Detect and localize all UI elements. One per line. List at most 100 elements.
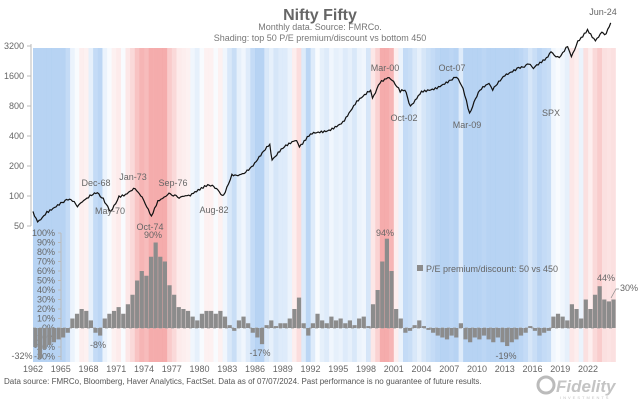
premium-bar: [495, 328, 500, 338]
premium-bar: [542, 328, 547, 333]
x-tick-label: 1971: [106, 364, 126, 374]
premium-bar: [509, 328, 514, 343]
premium-bar: [144, 275, 149, 328]
shading-band: [366, 48, 371, 362]
premium-bar: [324, 323, 329, 328]
shading-band: [134, 48, 140, 362]
premium-bar: [107, 313, 112, 328]
shading-band: [523, 48, 528, 362]
premium-bar: [213, 313, 218, 328]
shading-band: [472, 48, 478, 362]
shading-band: [278, 48, 283, 362]
x-tick-label: 1980: [189, 364, 209, 374]
shading-band: [546, 48, 552, 362]
shading-band: [379, 48, 385, 362]
premium-bar: [121, 313, 126, 328]
premium-bar: [79, 309, 84, 328]
premium-bar: [246, 323, 251, 328]
premium-bar: [431, 328, 436, 333]
shading-band: [430, 48, 436, 362]
premium-bar: [287, 318, 292, 328]
shading-band: [190, 48, 195, 362]
premium-bar: [306, 328, 311, 336]
premium-bar: [315, 313, 320, 328]
premium-bar: [269, 320, 274, 328]
shading-band: [486, 48, 491, 362]
premium-bar: [65, 328, 70, 333]
shading-band: [162, 48, 168, 362]
shading-band: [333, 48, 339, 362]
premium-y-tick-label: 80%: [37, 247, 55, 257]
shading-band: [273, 48, 279, 362]
shading-band: [592, 48, 598, 362]
premium-bar: [61, 328, 66, 338]
premium-bar: [320, 320, 325, 328]
premium-bar: [343, 323, 348, 328]
shading-band: [218, 48, 223, 362]
premium-bar: [555, 313, 561, 328]
shading-band: [79, 48, 84, 362]
shading-band: [583, 48, 589, 362]
shading-band: [375, 48, 380, 362]
premium-bar: [278, 323, 283, 328]
shading-band: [208, 48, 214, 362]
premium-bar: [560, 316, 565, 328]
premium-y-tick-label: 70%: [37, 257, 55, 267]
premium-bar: [597, 286, 602, 328]
shading-band: [241, 48, 246, 362]
premium-bar: [37, 328, 43, 359]
shading-band: [319, 48, 325, 362]
premium-bar: [333, 320, 339, 328]
shading-band: [537, 48, 542, 362]
shading-band: [606, 48, 612, 362]
shading-band: [495, 48, 501, 362]
premium-bar: [449, 328, 454, 336]
shading-band: [426, 48, 431, 362]
shading-band: [444, 48, 450, 362]
premium-bar: [204, 310, 209, 328]
annotation-oct-74: Oct-74: [136, 222, 163, 232]
footer-source: Data source: FMRCo, Bloomberg, Haver Ana…: [4, 377, 482, 386]
shading-band: [407, 48, 413, 362]
shading-band: [204, 48, 209, 362]
premium-bar: [273, 326, 278, 328]
premium-y-tick-label: -30%: [34, 352, 55, 362]
shading-band: [231, 48, 237, 362]
shading-band: [490, 48, 496, 362]
premium-bar: [292, 309, 297, 328]
shading-band: [500, 48, 505, 362]
shading-band: [315, 48, 320, 362]
shading-band: [338, 48, 343, 362]
premium-bar: [185, 310, 191, 328]
shading-band: [458, 48, 464, 362]
premium-bar: [283, 323, 288, 328]
premium-y-tick-label: 50%: [37, 276, 55, 286]
premium-bar: [412, 325, 417, 328]
shading-band: [514, 48, 519, 362]
shading-band: [287, 48, 293, 362]
premium-bar: [98, 328, 103, 336]
annotation-leader-line: [610, 288, 619, 299]
premium-y-tick-label: 60%: [37, 266, 55, 276]
premium-bar: [523, 328, 528, 333]
shading-band: [107, 48, 112, 362]
premium-bar: [162, 261, 167, 328]
premium-bar: [394, 309, 399, 328]
premium-bar: [546, 328, 551, 331]
shading-band: [564, 48, 570, 362]
shading-band: [532, 48, 538, 362]
shading-band: [222, 48, 228, 362]
premium-bar: [33, 328, 38, 347]
shading-band: [611, 48, 616, 362]
shading-band: [541, 48, 547, 362]
premium-bar: [153, 242, 158, 328]
x-tick-label: 2022: [578, 364, 598, 374]
shading-band: [282, 48, 288, 362]
spx-y-tick-label: 50: [14, 221, 24, 231]
x-tick-label: 1998: [356, 364, 376, 374]
premium-bar: [352, 325, 357, 328]
premium-bar: [611, 299, 616, 328]
premium-bar: [47, 328, 52, 346]
legend-label: P/E premium/discount: 50 vs 450: [426, 264, 558, 274]
